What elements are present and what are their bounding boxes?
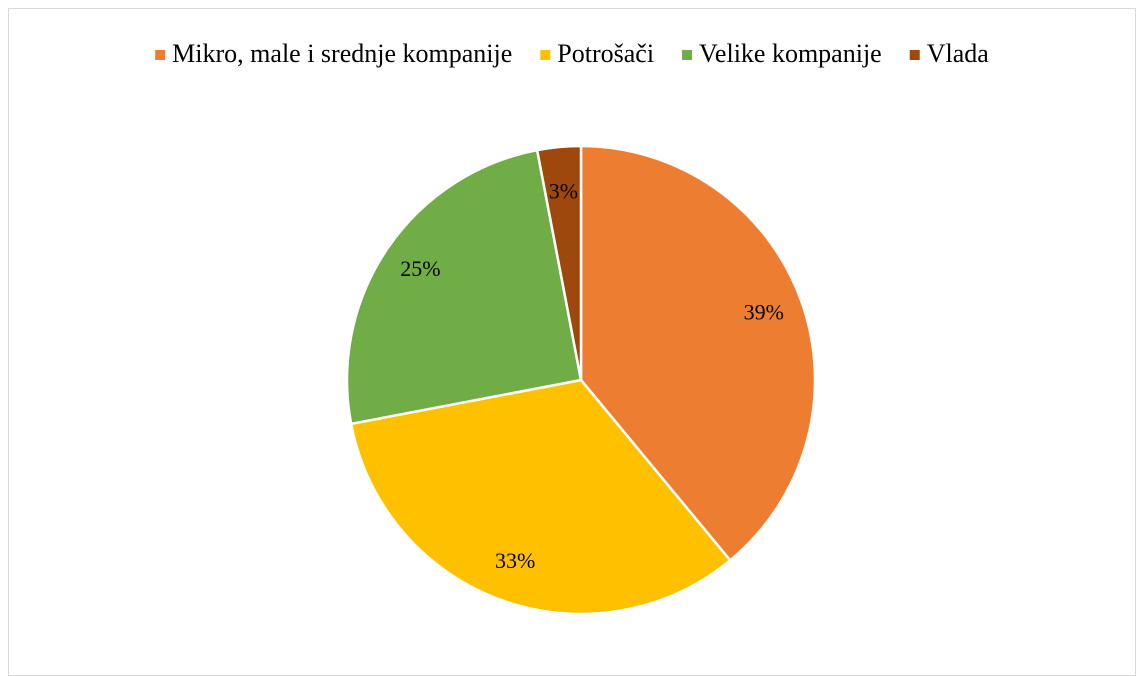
legend-swatch [155, 50, 166, 60]
data-label: 25% [400, 256, 440, 281]
pie-slice [345, 148, 583, 426]
pie-slice [349, 378, 732, 616]
legend: Mikro, male i srednje kompanije Potrošači… [155, 39, 989, 68]
data-label: 33% [495, 548, 535, 573]
data-label: 39% [744, 299, 784, 324]
pie-slice [535, 144, 583, 381]
data-label: 3% [549, 179, 578, 204]
legend-swatch [540, 50, 551, 60]
legend-label: Velike kompanije [699, 39, 882, 68]
legend-label: Vlada [927, 39, 990, 68]
pie-slice [579, 144, 817, 563]
legend-swatch [682, 50, 693, 60]
legend-label: Potrošači [557, 39, 654, 68]
legend-swatch [909, 50, 920, 60]
legend-label: Mikro, male i srednje kompanije [172, 39, 512, 68]
